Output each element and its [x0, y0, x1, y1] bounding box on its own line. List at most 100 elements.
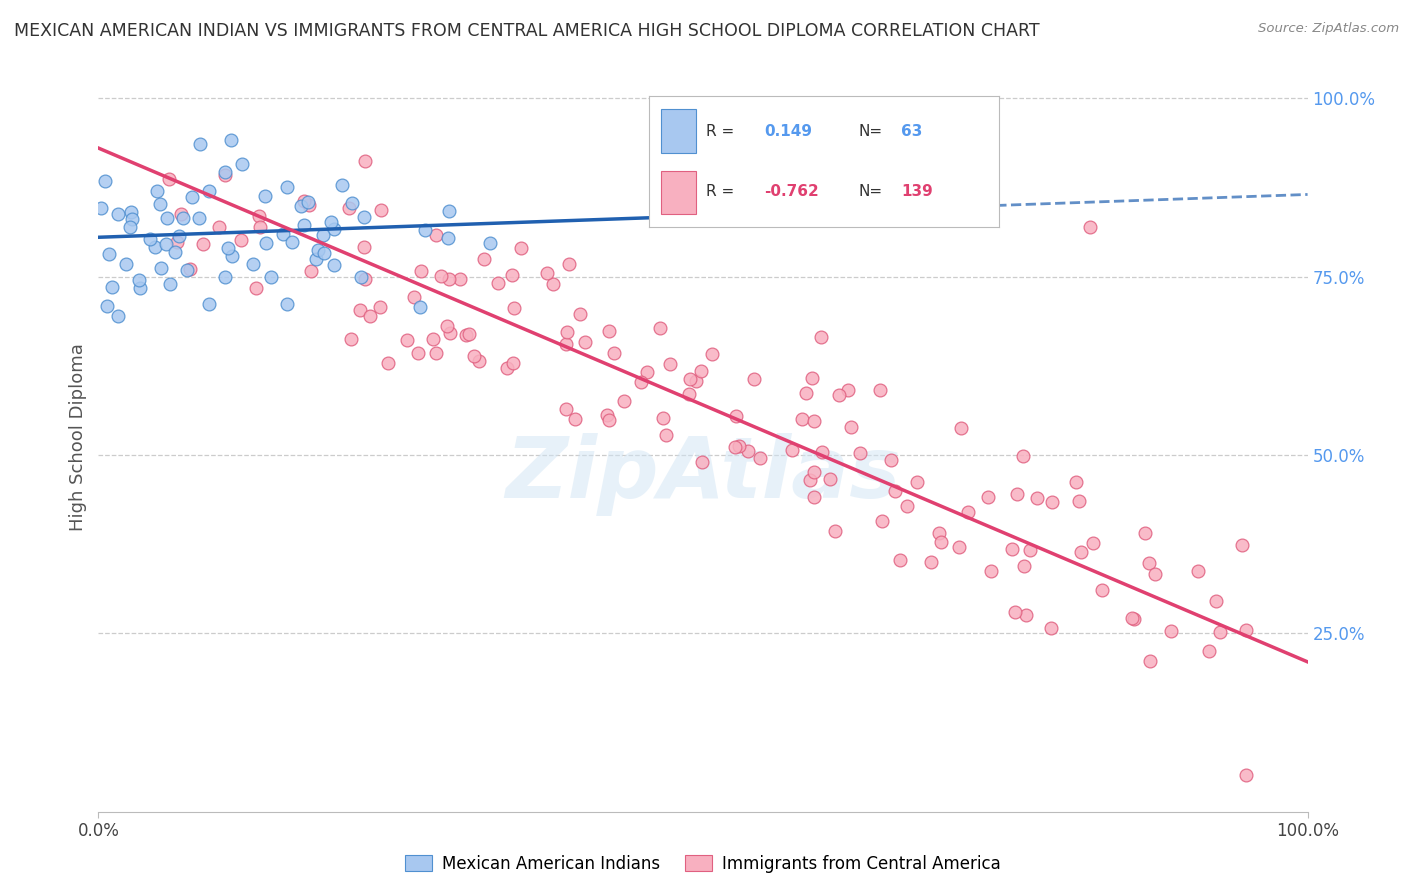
- Point: [97, 247, 120, 261]
- Point: [896, 500, 918, 514]
- Point: [1064, 475, 1087, 489]
- Point: [905, 475, 928, 489]
- Point: [96, 299, 118, 313]
- Point: [501, 268, 523, 282]
- Point: [359, 309, 381, 323]
- Point: [810, 444, 832, 458]
- Point: [146, 184, 169, 198]
- Point: [454, 327, 477, 342]
- Point: [281, 235, 304, 250]
- Point: [276, 180, 298, 194]
- Point: [1230, 538, 1253, 552]
- Point: [950, 421, 973, 435]
- Point: [883, 483, 905, 498]
- Point: [319, 215, 342, 229]
- Point: [198, 184, 221, 198]
- Point: [167, 228, 190, 243]
- Point: [129, 281, 152, 295]
- Point: [149, 197, 172, 211]
- Point: [217, 241, 239, 255]
- Point: [1040, 621, 1063, 635]
- Point: [254, 236, 277, 251]
- Point: [724, 409, 747, 423]
- Point: [107, 309, 129, 323]
- Point: [880, 453, 903, 467]
- Point: [159, 277, 181, 291]
- Point: [679, 372, 702, 386]
- Point: [118, 219, 141, 234]
- Point: [1012, 449, 1035, 463]
- Point: [742, 372, 765, 386]
- Point: [437, 272, 460, 286]
- Point: [602, 346, 624, 360]
- Point: [323, 221, 346, 235]
- Point: [370, 203, 392, 218]
- Point: [541, 277, 564, 291]
- Point: [314, 246, 336, 260]
- Point: [143, 240, 166, 254]
- Point: [956, 505, 979, 519]
- Point: [354, 271, 377, 285]
- Point: [1139, 654, 1161, 668]
- Point: [179, 261, 201, 276]
- Point: [1205, 594, 1227, 608]
- Point: [231, 233, 253, 247]
- Point: [297, 194, 319, 209]
- Point: [685, 374, 707, 388]
- Point: [810, 330, 832, 344]
- Point: [1121, 611, 1143, 625]
- Point: [437, 230, 460, 244]
- Point: [322, 258, 344, 272]
- Point: [869, 383, 891, 397]
- Point: [290, 199, 312, 213]
- Point: [724, 440, 747, 454]
- Point: [165, 244, 187, 259]
- Point: [337, 201, 360, 215]
- Point: [613, 393, 636, 408]
- Point: [790, 411, 813, 425]
- Point: [120, 204, 142, 219]
- Point: [214, 270, 236, 285]
- Point: [478, 235, 501, 250]
- Point: [247, 209, 270, 223]
- Point: [803, 490, 825, 504]
- Point: [276, 297, 298, 311]
- Point: [292, 194, 315, 208]
- Point: [849, 446, 872, 460]
- Text: Source: ZipAtlas.com: Source: ZipAtlas.com: [1258, 22, 1399, 36]
- Point: [330, 178, 353, 193]
- Point: [128, 273, 150, 287]
- Text: MEXICAN AMERICAN INDIAN VS IMMIGRANTS FROM CENTRAL AMERICA HIGH SCHOOL DIPLOMA C: MEXICAN AMERICAN INDIAN VS IMMIGRANTS FR…: [14, 22, 1039, 40]
- Point: [207, 219, 229, 234]
- Point: [1015, 607, 1038, 622]
- Point: [221, 248, 243, 262]
- Point: [90, 201, 112, 215]
- Point: [312, 228, 335, 243]
- Point: [658, 357, 681, 371]
- Point: [101, 279, 124, 293]
- Point: [214, 165, 236, 179]
- Point: [799, 473, 821, 487]
- Point: [824, 524, 846, 538]
- Point: [1001, 542, 1024, 557]
- Point: [1234, 767, 1257, 781]
- Point: [292, 218, 315, 232]
- Point: [468, 354, 491, 368]
- Point: [425, 227, 447, 242]
- Point: [1014, 559, 1036, 574]
- Point: [197, 296, 219, 310]
- Point: [166, 235, 188, 249]
- Point: [449, 271, 471, 285]
- Point: [191, 236, 214, 251]
- Point: [1209, 624, 1232, 639]
- Point: [437, 204, 460, 219]
- Point: [502, 356, 524, 370]
- Point: [1234, 623, 1257, 637]
- Point: [800, 371, 823, 385]
- Point: [554, 337, 576, 351]
- Point: [107, 207, 129, 221]
- Point: [889, 553, 911, 567]
- Point: [1187, 564, 1209, 578]
- Point: [231, 157, 253, 171]
- Point: [486, 276, 509, 290]
